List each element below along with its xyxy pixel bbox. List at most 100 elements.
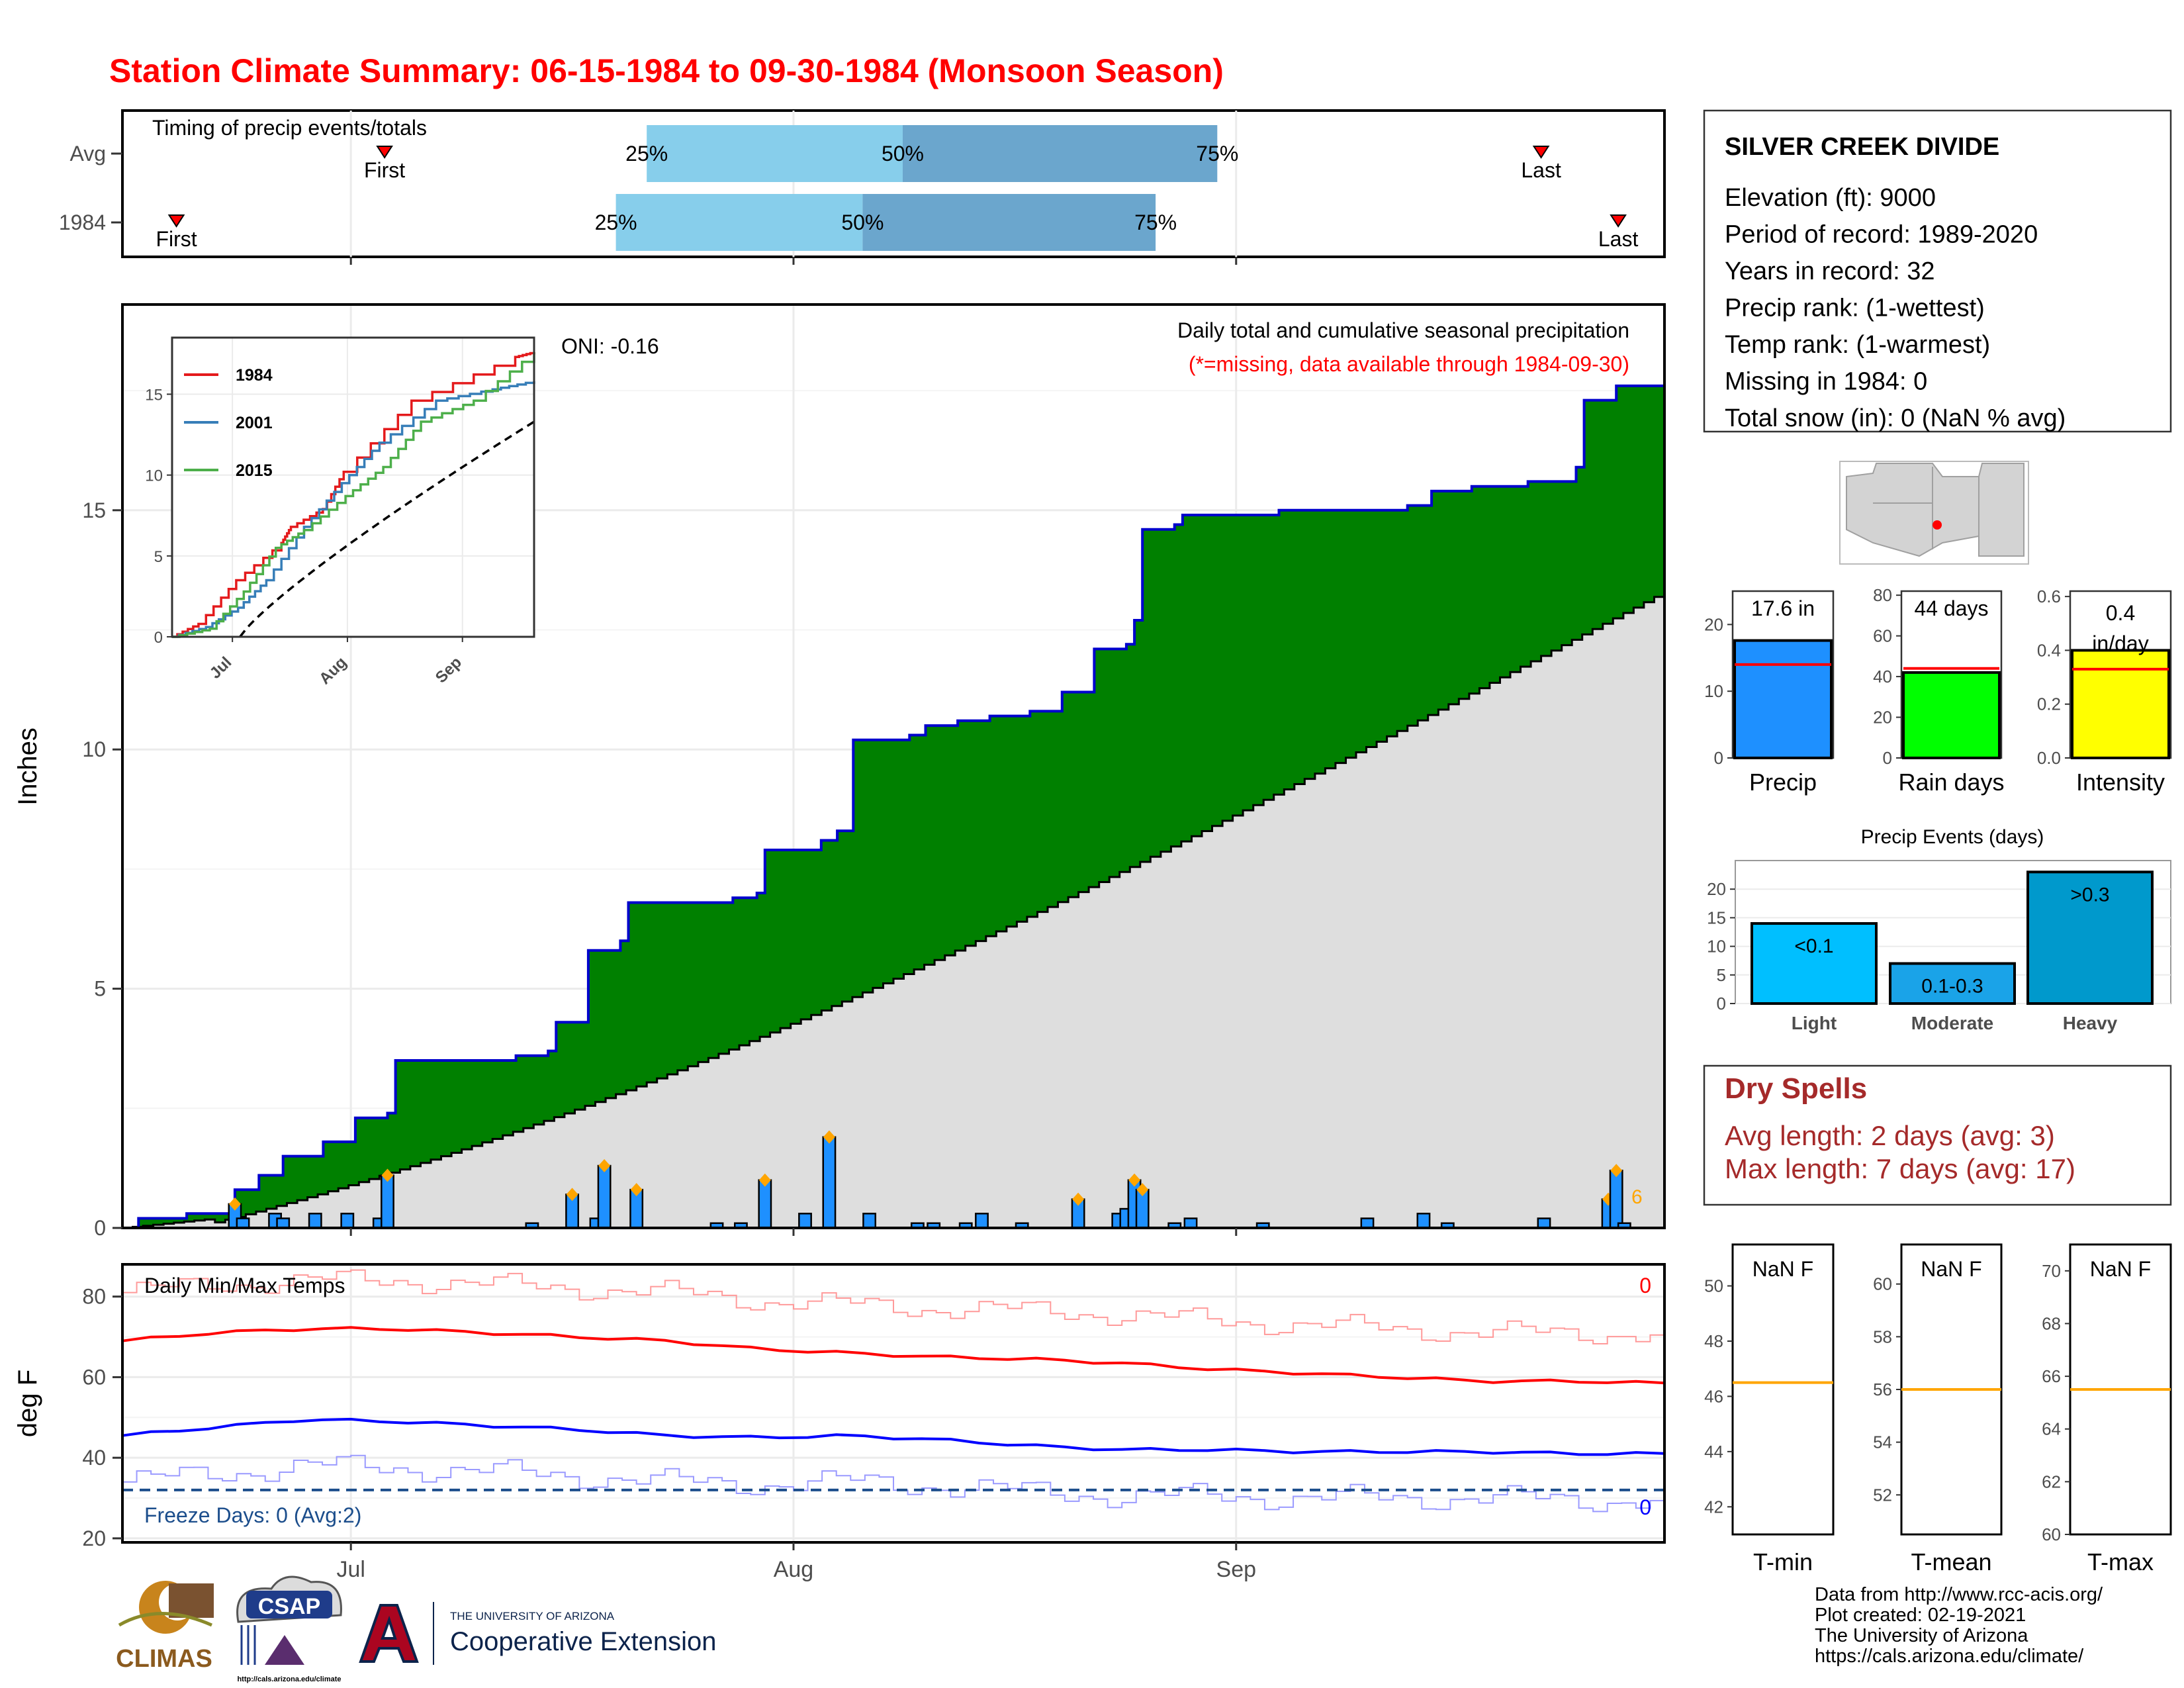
station-info-line: Missing in 1984: 0 <box>1725 368 1927 396</box>
region-map-shape <box>1846 463 2025 557</box>
station-name: SILVER CREEK DIVIDE <box>1725 133 1999 161</box>
dry-spells-box: Dry Spells Avg length: 2 days (avg: 3)Max… <box>1703 1064 2172 1206</box>
timing-last-marker <box>1610 214 1627 228</box>
temp-box-tick-label: 46 <box>1704 1386 1723 1406</box>
precip-events-category: Moderate <box>1911 1013 1993 1033</box>
timing-q50-label: 50% <box>882 142 924 165</box>
min-count-label: 0 <box>1639 1495 1651 1519</box>
timing-q25-label: 25% <box>595 211 637 234</box>
dry-spells-avg: Avg length: 2 days (avg: 3) <box>1725 1120 2055 1151</box>
temp-box-label: T-max <box>2087 1548 2154 1575</box>
precip-events-tick-label: 0 <box>1717 994 1726 1013</box>
ua-logo-small-text: THE UNIVERSITY OF ARIZONA <box>450 1610 615 1622</box>
csap-rain-icon <box>240 1625 256 1665</box>
precip-events-category: Light <box>1792 1013 1837 1033</box>
temp-box-tick-label: 50 <box>1704 1276 1723 1296</box>
station-location-dot <box>1933 520 1942 530</box>
temp-y-tick-label: 40 <box>82 1446 106 1470</box>
climas-logo-swoosh <box>118 1612 213 1627</box>
timing-label: Timing of precip events/totals <box>152 116 427 140</box>
heavy-event-marker <box>1128 1173 1141 1187</box>
temp-box-tick-label: 52 <box>1873 1485 1892 1505</box>
station-box-frame <box>1703 109 2172 433</box>
station-info-line: Period of record: 1989-2020 <box>1725 221 2038 249</box>
climas-logo-block <box>169 1583 214 1618</box>
precip-y-tick-label: 10 <box>82 737 106 761</box>
daily-precip-bar <box>308 1213 322 1229</box>
heavy-event-marker <box>598 1159 611 1173</box>
temp-box-tick-label: 56 <box>1873 1380 1892 1399</box>
heavy-event-marker <box>758 1173 771 1187</box>
cumulative-above-average-area <box>122 385 1664 1228</box>
timing-last-marker <box>1532 146 1550 159</box>
summary-bar-charts: 0 10 20 17.6 in Precip 0 20 40 60 80 44 days Rain d… <box>1704 585 2172 796</box>
timing-q1-bar <box>647 125 903 182</box>
mini-bar-tick-label: 0.2 <box>2037 694 2061 714</box>
precip-events-tick-label: 10 <box>1707 937 1726 957</box>
daily-max-temp-line <box>122 1269 1665 1344</box>
mini-bar-axis-label: Intensity <box>2076 769 2165 796</box>
temp-box-tick-label: 44 <box>1704 1442 1723 1462</box>
precip-events-bar <box>2026 870 2154 1006</box>
inset-y-tick-label: 15 <box>145 387 163 404</box>
dry-spells-max: Max length: 7 days (avg: 17) <box>1725 1153 2075 1184</box>
daily-precip-bar <box>381 1174 394 1229</box>
mini-bar-axis-label: Precip <box>1749 769 1817 796</box>
location-map <box>1839 461 2029 565</box>
precip-events-tick-label: 20 <box>1707 879 1726 899</box>
month-x-tick-label: Aug <box>774 1557 814 1582</box>
precip-events-category: Heavy <box>2063 1013 2118 1033</box>
inset-legend-label: 2015 <box>236 461 273 480</box>
temperature-panel: 20 40 60 80 Jul Aug Sep deg F Daily Min/Max Temp… <box>13 1263 1666 1582</box>
missing-count-label: 6 <box>1631 1186 1643 1208</box>
daily-precip-bar <box>975 1213 989 1229</box>
precip-frame <box>121 303 1666 1229</box>
daily-precip-bar <box>758 1179 772 1229</box>
daily-precip-bar <box>1360 1217 1375 1229</box>
dry-spells-title: Dry Spells <box>1725 1072 1867 1105</box>
ua-logo-big-text: Cooperative Extension <box>450 1627 716 1656</box>
freeze-days-label: Freeze Days: 0 (Avg:2) <box>144 1503 361 1527</box>
precip-y-tick-label: 15 <box>82 498 106 522</box>
station-info-line: Precip rank: (1-wettest) <box>1725 295 1985 322</box>
timing-q25-label: 25% <box>625 142 668 165</box>
mini-bar-value-unit: in/day <box>2092 632 2148 655</box>
csap-mountain-icon <box>265 1635 304 1665</box>
daily-precip-bar <box>1183 1217 1198 1229</box>
daily-precip-bar <box>340 1213 355 1229</box>
avg-min-temp-line <box>122 1417 1665 1456</box>
timing-first-marker-label: First <box>156 227 197 251</box>
daily-min-temp-line <box>122 1454 1665 1513</box>
mini-bar-value <box>1733 639 1833 759</box>
csap-logo-text: CSAP <box>258 1594 320 1619</box>
footer-credit-line: The University of Arizona <box>1815 1625 2028 1646</box>
precip-events-bar-label: <0.1 <box>1794 935 1833 957</box>
timing-first-marker <box>167 214 185 228</box>
inset-y-tick-label: 10 <box>145 467 163 485</box>
timing-q50-label: 50% <box>841 211 884 234</box>
daily-precip-bar <box>1609 1170 1623 1229</box>
daily-precip-bar <box>1416 1213 1431 1229</box>
timing-first-marker-label: First <box>364 158 405 182</box>
avg-max-temp-line <box>122 1326 1665 1385</box>
missing-note: (*=missing, data available through 1984-… <box>1189 352 1629 376</box>
temperature-boxes: 42 44 46 48 50 NaN F T-min 52 54 56 58 60 NaN F T-mea… <box>1704 1243 2172 1575</box>
page-title: Station Climate Summary: 06-15-1984 to 0… <box>109 52 1224 89</box>
temp-box-tick-label: 68 <box>2042 1313 2061 1333</box>
mini-bar-label-bg <box>1909 592 1993 624</box>
temp-box-tick-label: 70 <box>2042 1261 2061 1281</box>
temp-box-value: NaN F <box>1921 1257 1981 1281</box>
inset-bg <box>172 338 534 637</box>
timing-last-marker-label: Last <box>1521 158 1561 182</box>
inset-1984-line <box>172 352 535 638</box>
daily-precip-bar <box>798 1213 812 1229</box>
mini-bar-value-label: 44 days <box>1914 596 1988 620</box>
inset-y-tick-label: 5 <box>154 548 163 566</box>
precip-events-title: Precip Events (days) <box>1861 826 2044 848</box>
inset-2001-line <box>172 381 535 638</box>
csap-logo-badge <box>246 1591 332 1618</box>
average-cumulative-area <box>122 591 1664 1228</box>
station-info-line: Total snow (in): 0 (NaN % avg) <box>1725 404 2066 432</box>
